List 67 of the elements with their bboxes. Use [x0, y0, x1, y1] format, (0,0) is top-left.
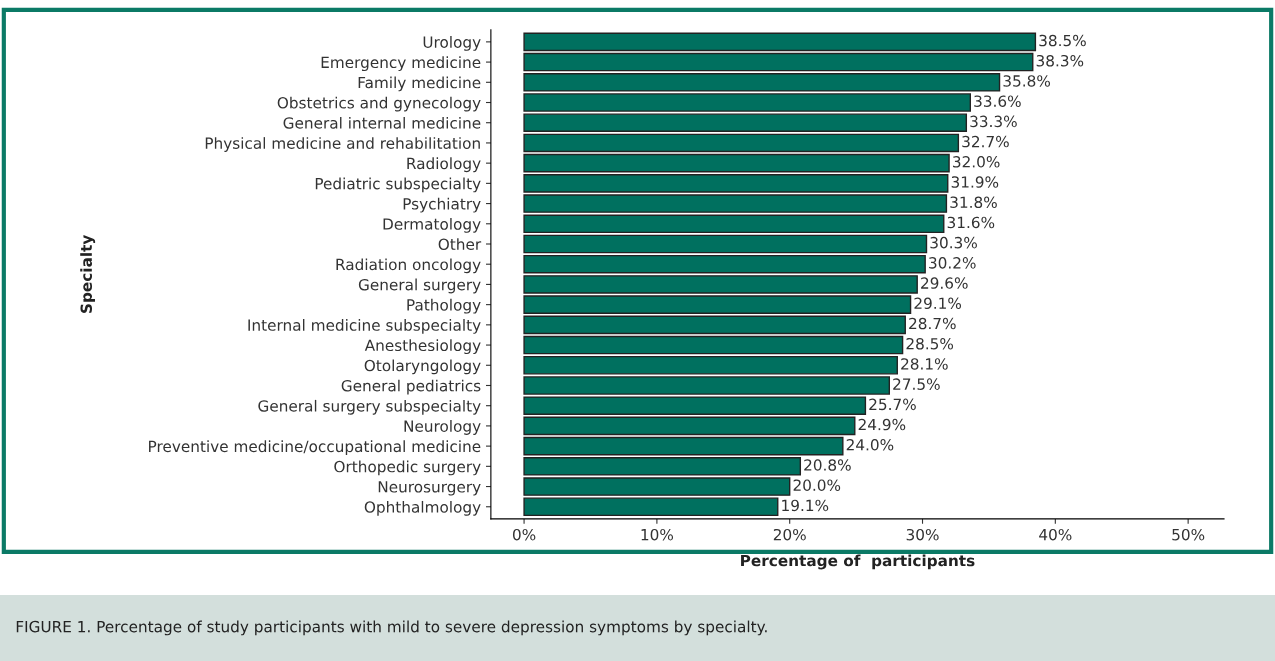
- data-label: 38.3%: [1036, 54, 1084, 67]
- y-tick-label: Anesthesiology: [364, 339, 481, 355]
- bar: [523, 133, 960, 153]
- bar: [523, 32, 1037, 52]
- data-label: 31.6%: [947, 216, 995, 229]
- bar: [523, 234, 928, 254]
- x-tick-label: 30%: [906, 528, 939, 541]
- data-label: 33.3%: [970, 115, 1017, 128]
- x-tick-label: 40%: [1039, 528, 1072, 541]
- data-label: 19.1%: [782, 499, 829, 512]
- y-tick-label: General pediatrics: [341, 379, 481, 395]
- y-tick-label: Other: [438, 238, 482, 251]
- y-tick-label: Urology: [423, 36, 481, 51]
- y-tick-label: Otolaryngology: [364, 359, 481, 375]
- bar: [523, 254, 926, 274]
- data-label: 38.5%: [1039, 34, 1086, 47]
- data-label: 24.9%: [858, 418, 906, 431]
- data-label: 28.7%: [909, 317, 956, 330]
- y-tick-label: Pathology: [407, 298, 481, 314]
- data-label: 30.2%: [929, 257, 976, 269]
- data-label: 25.7%: [869, 398, 916, 411]
- data-label: 35.8%: [1003, 75, 1051, 87]
- x-tick-label: 50%: [1172, 528, 1205, 541]
- bar: [523, 315, 906, 335]
- x-tick-label: 0%: [512, 528, 536, 541]
- y-tick-label: Radiation oncology: [336, 258, 481, 274]
- data-label: 20.8%: [804, 459, 851, 471]
- bar: [523, 416, 856, 436]
- y-tick-label: Neurosurgery: [378, 481, 481, 496]
- y-axis-title: Specialty: [80, 234, 96, 313]
- y-tick-label: General internal medicine: [283, 116, 481, 129]
- y-tick-label: Neurology: [404, 420, 481, 435]
- bar: [523, 153, 950, 173]
- y-tick-label: Radiology: [407, 157, 481, 173]
- y-tick-label: General surgery: [358, 278, 481, 294]
- data-label: 28.1%: [901, 358, 948, 370]
- data-label: 30.3%: [930, 236, 977, 249]
- x-tick-label: 10%: [641, 528, 674, 541]
- data-label: 29.1%: [914, 297, 962, 310]
- bar: [523, 436, 844, 456]
- x-axis-title: Percentage of participants: [741, 554, 975, 570]
- data-label: 32.0%: [953, 156, 1000, 168]
- data-label: 31.8%: [950, 196, 997, 208]
- caption: FIGURE 1. Percentage of study participants with mild to severe depression symptoms by specialty.: [16, 620, 767, 636]
- y-tick-label: Dermatology: [383, 217, 481, 233]
- bar: [523, 335, 904, 355]
- bar: [523, 52, 1034, 72]
- y-tick-label: Ophthalmology: [364, 500, 481, 516]
- data-label: 28.5%: [906, 337, 954, 350]
- data-label: 29.6%: [921, 277, 968, 289]
- y-tick-label: Emergency medicine: [321, 56, 481, 72]
- y-tick-label: Physical medicine and rehabilitation: [205, 137, 480, 152]
- data-label: 33.6%: [974, 95, 1021, 107]
- x-tick-label: 20%: [773, 528, 806, 541]
- y-tick-label: General surgery subspecialty: [258, 399, 481, 415]
- y-tick-label: Obstetrics and gynecology: [277, 96, 481, 112]
- y-tick-label: Preventive medicine/occupational medicine: [149, 440, 481, 456]
- y-tick-label: Psychiatry: [403, 197, 481, 213]
- y-tick-label: Pediatric subspecialty: [315, 177, 481, 193]
- data-label: 31.9%: [951, 176, 999, 188]
- data-label: 24.0%: [846, 439, 894, 451]
- y-tick-label: Internal medicine subspecialty: [248, 319, 481, 334]
- data-label: 20.0%: [793, 479, 841, 491]
- y-tick-label: Family medicine: [358, 76, 481, 92]
- data-label: 27.5%: [893, 378, 940, 390]
- data-label: 32.7%: [962, 135, 1009, 148]
- y-tick-label: Orthopedic surgery: [334, 460, 481, 476]
